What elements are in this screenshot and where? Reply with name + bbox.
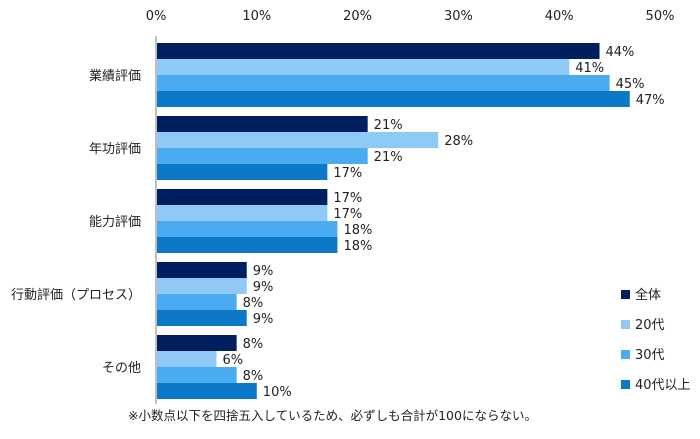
category-label: 能力評価	[89, 215, 141, 230]
data-label: 17%	[333, 166, 362, 181]
data-label: 9%	[253, 280, 274, 295]
bar	[157, 132, 439, 148]
category-label: 行動評価（プロセス）	[11, 288, 141, 303]
bar	[157, 164, 328, 180]
legend-swatch	[621, 380, 630, 389]
x-tick-label: 30%	[444, 9, 473, 24]
category-label: その他	[102, 361, 141, 376]
bar	[157, 221, 338, 237]
category-label: 年功評価	[89, 142, 141, 157]
x-tick-label: 40%	[545, 9, 574, 24]
data-label: 21%	[374, 118, 403, 133]
legend-swatch	[621, 350, 630, 359]
data-label: 17%	[333, 207, 362, 222]
legend-swatch	[621, 290, 630, 299]
bar	[157, 237, 338, 253]
data-label: 10%	[263, 385, 292, 400]
x-tick-label: 10%	[242, 9, 271, 24]
data-label: 47%	[636, 93, 665, 108]
data-label: 21%	[374, 150, 403, 165]
data-label: 28%	[444, 134, 473, 149]
data-label: 18%	[343, 223, 372, 238]
bar	[157, 383, 257, 399]
data-label: 18%	[343, 239, 372, 254]
bar	[157, 43, 600, 59]
bar	[157, 367, 237, 383]
bar	[157, 75, 610, 91]
bar	[157, 116, 368, 132]
bar	[157, 59, 570, 75]
data-label: 8%	[243, 296, 264, 311]
legend-label: 30代	[635, 348, 665, 363]
category-label: 業績評価	[89, 68, 141, 84]
bar	[157, 335, 237, 351]
data-label: 41%	[575, 61, 604, 76]
bar	[157, 278, 247, 294]
data-label: 8%	[243, 369, 264, 384]
data-label: 44%	[606, 45, 635, 60]
bar	[157, 310, 247, 326]
footnote: ※小数点以下を四捨五入しているため、必ずしも合計が100にならない。	[128, 408, 537, 423]
bar	[157, 148, 368, 164]
legend-swatch	[621, 320, 630, 329]
bar	[157, 351, 217, 367]
legend-label: 全体	[635, 287, 661, 303]
x-tick-label: 0%	[146, 9, 167, 24]
bar	[157, 262, 247, 278]
legend-label: 40代以上	[635, 378, 691, 393]
data-label: 8%	[243, 337, 264, 352]
legend-label: 20代	[635, 318, 665, 333]
data-label: 9%	[253, 264, 274, 279]
data-label: 45%	[616, 77, 645, 92]
data-label: 9%	[253, 312, 274, 327]
x-tick-label: 50%	[646, 9, 675, 24]
data-label: 17%	[333, 191, 362, 206]
bar	[157, 189, 328, 205]
bar	[157, 205, 328, 221]
bar	[157, 294, 237, 310]
data-label: 6%	[222, 353, 243, 368]
x-tick-label: 20%	[343, 9, 372, 24]
bar	[157, 91, 630, 107]
